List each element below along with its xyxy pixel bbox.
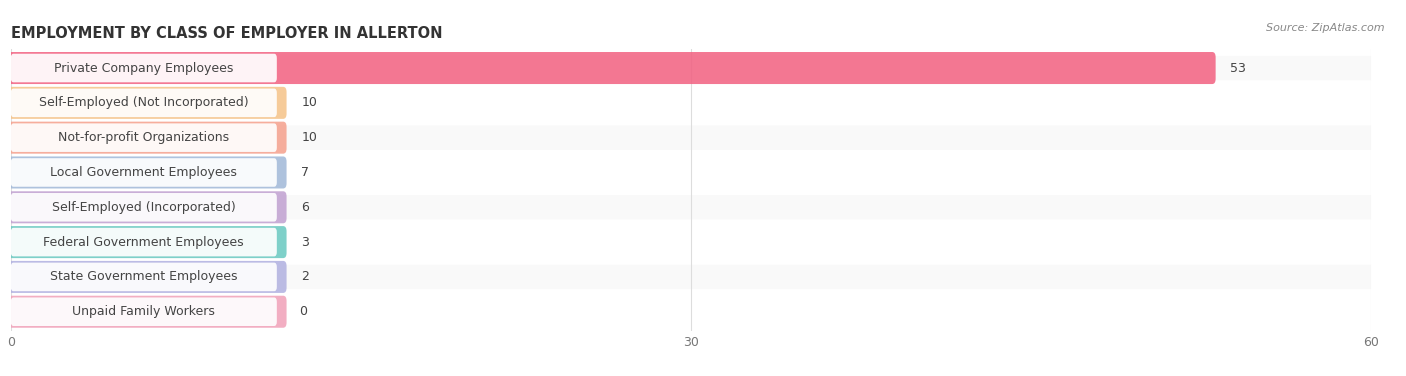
FancyBboxPatch shape: [11, 195, 1371, 220]
Text: 3: 3: [301, 236, 309, 249]
FancyBboxPatch shape: [11, 228, 277, 256]
Text: Self-Employed (Incorporated): Self-Employed (Incorporated): [52, 201, 236, 214]
FancyBboxPatch shape: [11, 265, 1371, 289]
Text: Local Government Employees: Local Government Employees: [51, 166, 238, 179]
Text: Not-for-profit Organizations: Not-for-profit Organizations: [58, 131, 229, 144]
FancyBboxPatch shape: [11, 91, 1371, 115]
Text: 10: 10: [301, 131, 318, 144]
FancyBboxPatch shape: [11, 56, 1371, 80]
FancyBboxPatch shape: [11, 123, 277, 152]
FancyBboxPatch shape: [8, 87, 287, 119]
FancyBboxPatch shape: [8, 261, 287, 293]
Text: Source: ZipAtlas.com: Source: ZipAtlas.com: [1267, 23, 1385, 33]
FancyBboxPatch shape: [11, 54, 277, 82]
FancyBboxPatch shape: [11, 89, 277, 117]
Text: 2: 2: [301, 270, 309, 284]
Text: 53: 53: [1230, 62, 1246, 74]
Text: State Government Employees: State Government Employees: [51, 270, 238, 284]
FancyBboxPatch shape: [8, 226, 287, 258]
Text: 6: 6: [301, 201, 309, 214]
Text: Self-Employed (Not Incorporated): Self-Employed (Not Incorporated): [39, 96, 249, 109]
FancyBboxPatch shape: [11, 160, 1371, 185]
FancyBboxPatch shape: [8, 191, 287, 223]
Text: Unpaid Family Workers: Unpaid Family Workers: [72, 305, 215, 318]
FancyBboxPatch shape: [8, 122, 287, 154]
Text: Federal Government Employees: Federal Government Employees: [44, 236, 245, 249]
FancyBboxPatch shape: [11, 126, 1371, 150]
Text: 10: 10: [301, 96, 318, 109]
FancyBboxPatch shape: [11, 297, 277, 326]
FancyBboxPatch shape: [11, 230, 1371, 254]
Text: 7: 7: [301, 166, 309, 179]
FancyBboxPatch shape: [8, 296, 287, 328]
Text: 0: 0: [299, 305, 307, 318]
FancyBboxPatch shape: [11, 193, 277, 221]
FancyBboxPatch shape: [11, 158, 277, 187]
Text: Private Company Employees: Private Company Employees: [53, 62, 233, 74]
Text: EMPLOYMENT BY CLASS OF EMPLOYER IN ALLERTON: EMPLOYMENT BY CLASS OF EMPLOYER IN ALLER…: [11, 26, 443, 41]
FancyBboxPatch shape: [8, 156, 287, 188]
FancyBboxPatch shape: [11, 263, 277, 291]
FancyBboxPatch shape: [8, 52, 1216, 84]
FancyBboxPatch shape: [11, 300, 1371, 324]
